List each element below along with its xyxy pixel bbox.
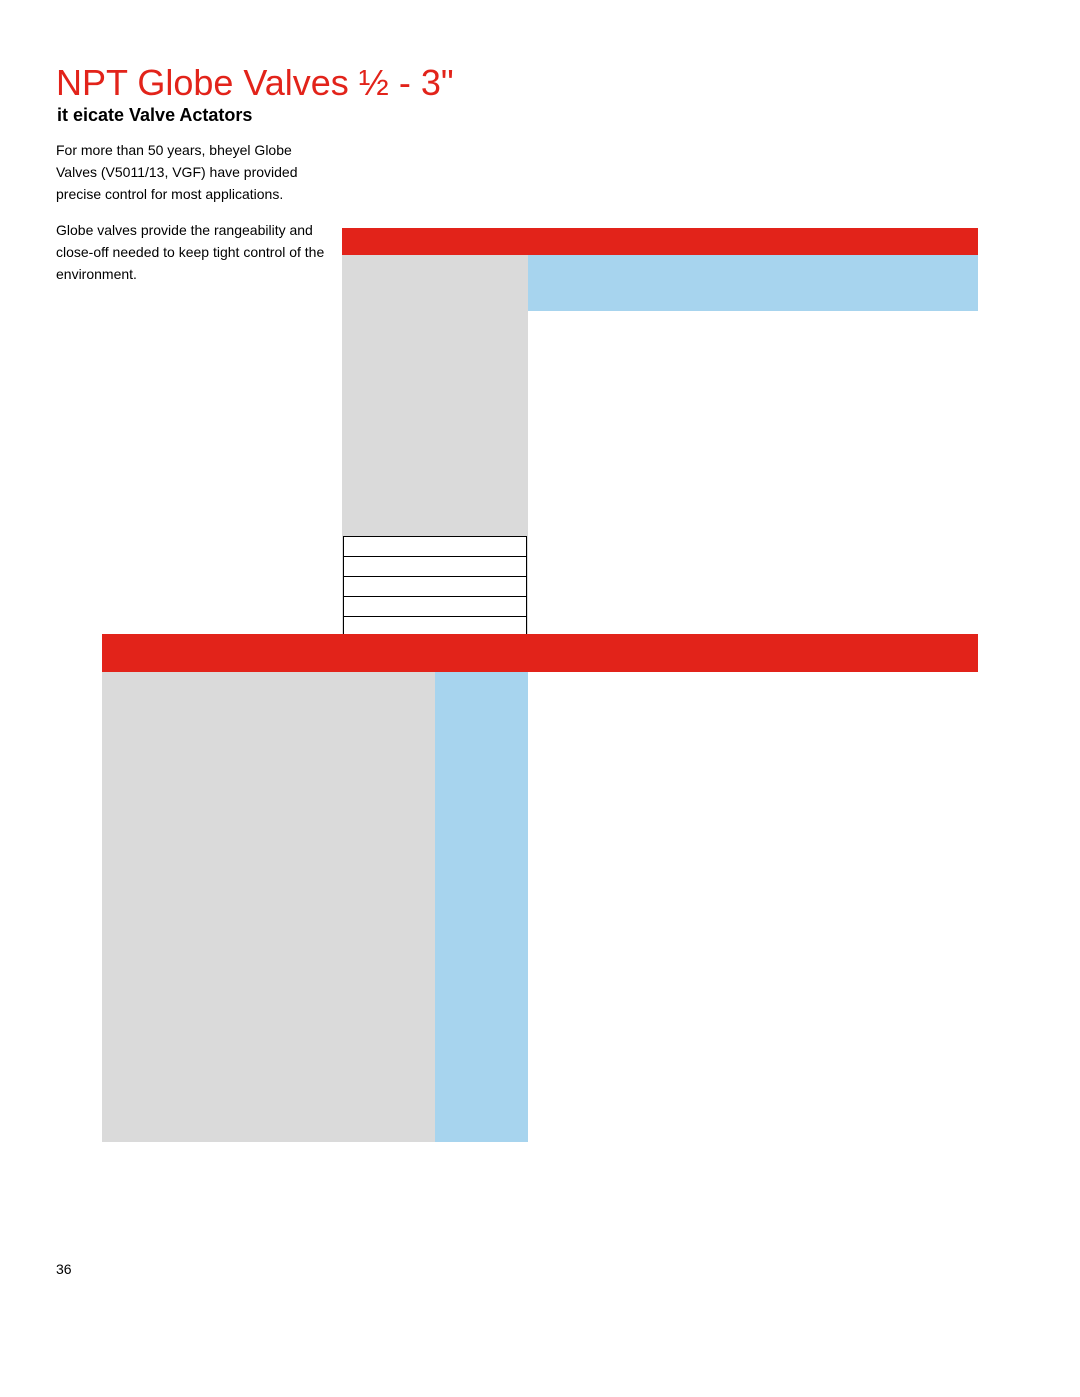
intro-paragraph-2: Globe valves provide the rangeability an… — [56, 219, 346, 285]
spec-table-body — [344, 537, 527, 637]
lower-gray-left — [102, 672, 435, 1142]
spec-table-cell — [344, 557, 527, 577]
spec-table-cell — [344, 597, 527, 617]
spec-table-outline — [343, 536, 527, 637]
page-number: 36 — [56, 1261, 72, 1277]
page-title: NPT Globe Valves ½ - 3" — [56, 62, 454, 104]
spec-table-cell — [344, 537, 527, 557]
lower-red-bar — [102, 634, 978, 672]
lower-blue — [435, 672, 528, 1142]
page: NPT Globe Valves ½ - 3" it eicate Valve … — [0, 0, 1080, 1397]
intro-paragraph-1: For more than 50 years, bheyel Globe Val… — [56, 139, 336, 205]
page-subtitle: it eicate Valve Actators — [57, 105, 252, 126]
spec-table-cell — [344, 577, 527, 597]
upper-red-bar — [342, 228, 978, 255]
upper-blue — [528, 255, 978, 311]
